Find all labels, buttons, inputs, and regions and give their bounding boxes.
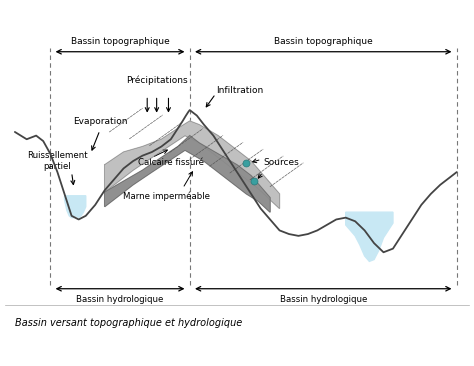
Polygon shape	[105, 135, 270, 212]
Polygon shape	[105, 121, 280, 209]
Text: Evaporation: Evaporation	[73, 117, 127, 127]
Text: Bassin versant topographique et hydrologique: Bassin versant topographique et hydrolog…	[15, 318, 242, 328]
Text: Bassin topographique: Bassin topographique	[274, 37, 373, 46]
Text: Bassin topographique: Bassin topographique	[71, 37, 169, 46]
Text: Sources: Sources	[263, 158, 299, 168]
Text: Marne imperméable: Marne imperméable	[123, 191, 210, 201]
Text: Bassin hydrologique: Bassin hydrologique	[280, 295, 367, 304]
Text: Bassin hydrologique: Bassin hydrologique	[76, 295, 164, 304]
Text: Calcaire fissuré: Calcaire fissuré	[138, 158, 204, 168]
Text: Précipitations: Précipitations	[126, 75, 188, 85]
Polygon shape	[64, 196, 86, 218]
Text: Infiltration: Infiltration	[216, 86, 263, 94]
Polygon shape	[346, 212, 393, 261]
Text: Ruissellement
partiel: Ruissellement partiel	[27, 152, 88, 171]
